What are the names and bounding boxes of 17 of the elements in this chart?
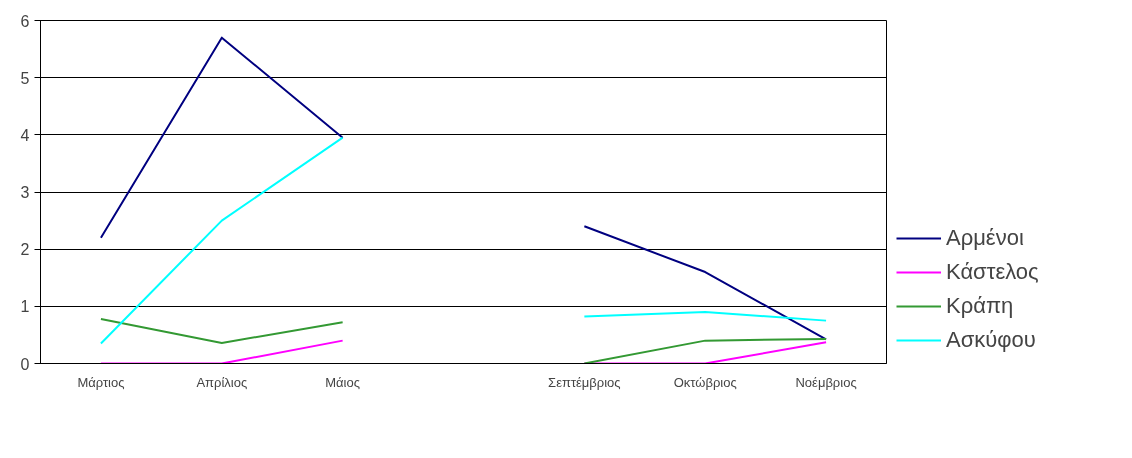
legend-label: Κράπη xyxy=(946,293,1014,319)
legend-label: Αρμένοι xyxy=(946,225,1024,251)
x-tick-label: Μάρτιος xyxy=(77,374,125,390)
x-tick-label: Νοέμβριος xyxy=(795,374,857,390)
x-tick-label: Σεπτέμβριος xyxy=(548,374,621,390)
x-tick-label: Οκτώβριος xyxy=(673,374,737,390)
y-tick-label: 5 xyxy=(20,69,30,87)
legend-label: Κάστελος xyxy=(946,259,1039,285)
y-tick-label: 1 xyxy=(20,298,30,316)
y-tick-label: 0 xyxy=(20,355,30,373)
x-tick-label: Μάιος xyxy=(325,374,361,390)
y-tick-label: 6 xyxy=(20,12,30,30)
y-tick-label: 2 xyxy=(20,241,30,259)
x-tick-label: Απρίλιος xyxy=(196,374,248,390)
y-tick-label: 4 xyxy=(20,126,30,144)
y-tick-label: 3 xyxy=(20,184,30,201)
legend-label: Ασκύφου xyxy=(946,327,1036,353)
